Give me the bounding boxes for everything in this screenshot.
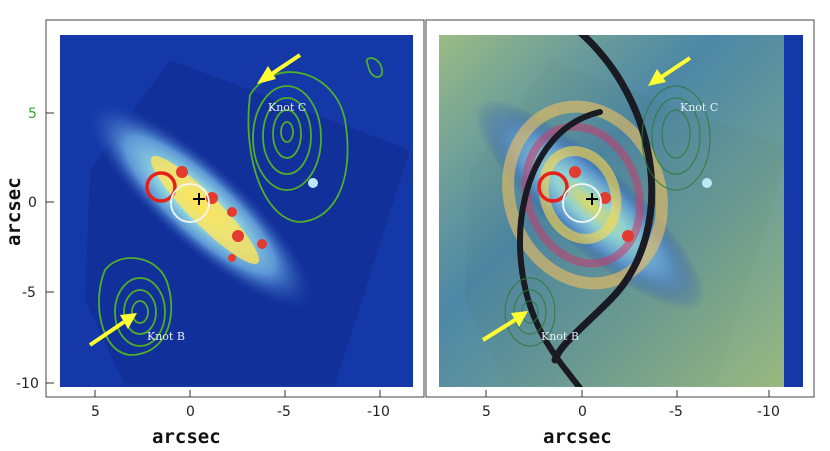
right-spiral-rings [502, 100, 668, 290]
right-x-axis-title: arcsec [543, 426, 612, 448]
y-axis-title: arcsec [3, 177, 25, 246]
left-knot-c-contours [247, 57, 383, 223]
left-galaxy-core [150, 155, 260, 265]
left-arrow-knot-b [88, 313, 137, 347]
left-knot-b-label: Knot B [147, 330, 185, 343]
right-knot-c-contours [641, 85, 711, 191]
right-white-circle [562, 183, 602, 223]
right-x-tick-marks [485, 390, 770, 397]
left-knot-c-label: Knot C [268, 101, 306, 114]
left-x-axis-title: arcsec [152, 426, 221, 448]
left-white-circle [170, 183, 210, 223]
right-hotspot [599, 192, 611, 204]
right-x-tick-label: 5 [482, 404, 491, 420]
right-knot-b-label: Knot B [541, 330, 579, 343]
right-red-circle [537, 171, 569, 203]
left-y-tick-marks [46, 112, 54, 384]
left-knot-b-contours [98, 257, 173, 356]
right-knot-c-label: Knot C [680, 101, 718, 114]
left-y-tick-label: 0 [28, 195, 37, 211]
left-x-tick-label: -10 [367, 404, 390, 420]
right-arrow-knot-b [481, 311, 528, 342]
right-spiral-arms [517, 35, 656, 387]
left-hotspot [257, 239, 267, 249]
left-x-tick-label: 5 [91, 404, 100, 420]
left-hotspot [232, 230, 244, 242]
right-x-tick-label: -10 [757, 404, 780, 420]
right-edge-strip [784, 35, 803, 387]
right-nucleus-cross [586, 193, 598, 205]
left-x-tick-marks [94, 390, 381, 397]
left-hotspot [176, 166, 188, 178]
left-y-tick-label: -10 [16, 376, 39, 392]
right-arrow-knot-c [648, 56, 692, 86]
left-compact-source [308, 178, 318, 188]
left-panel: Knot C Knot B 5 0 -5 -10 5 0 -5 -10 arcs… [3, 19, 425, 448]
right-hotspot [622, 230, 634, 242]
right-x-tick-label: -5 [669, 404, 683, 420]
right-x-tick-label: 0 [578, 404, 587, 420]
left-y-tick-label: -5 [22, 285, 36, 301]
left-arrow-knot-c [257, 53, 302, 84]
left-x-tick-label: -5 [277, 404, 291, 420]
left-hotspot [228, 254, 236, 262]
right-panel: Knot C Knot B 5 0 -5 -10 arcsec [425, 19, 815, 448]
left-red-circle [145, 171, 177, 203]
right-compact-source [702, 178, 712, 188]
left-hotspot [227, 207, 237, 217]
left-x-tick-label: 0 [186, 404, 195, 420]
left-nucleus-cross [193, 193, 205, 205]
left-y-tick-label: 5 [28, 106, 37, 122]
right-hotspot [569, 166, 581, 178]
